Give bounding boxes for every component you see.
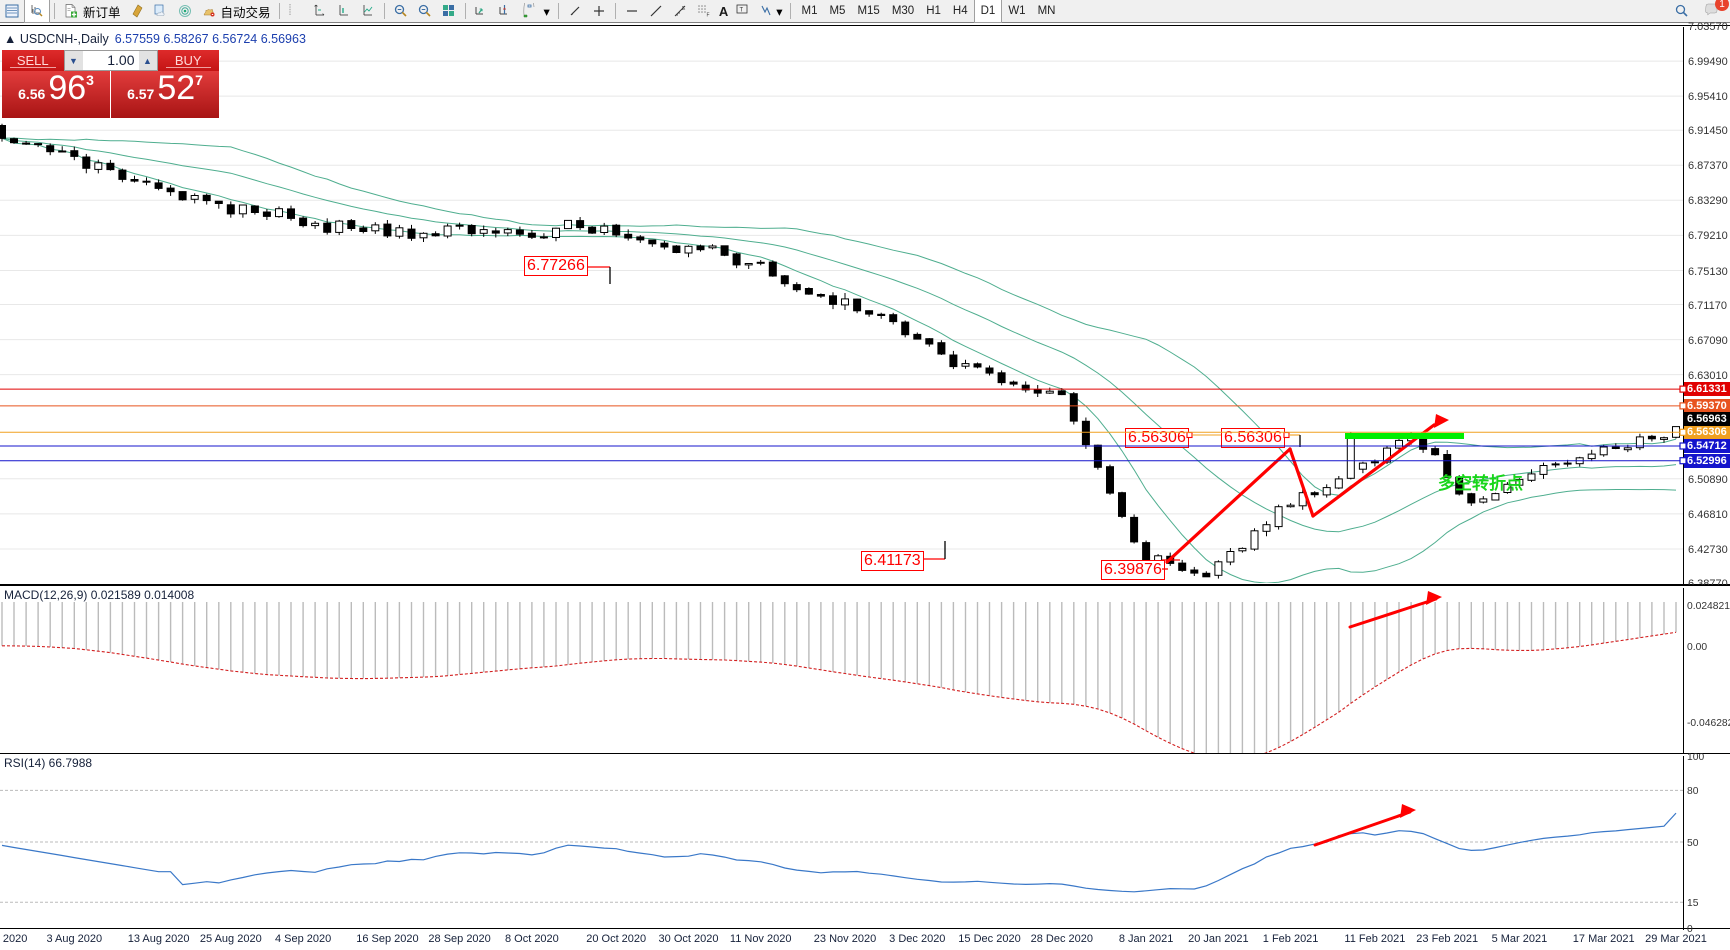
svg-text:T: T: [740, 8, 744, 14]
svg-text:F: F: [706, 13, 709, 19]
svg-text:E: E: [682, 6, 686, 12]
